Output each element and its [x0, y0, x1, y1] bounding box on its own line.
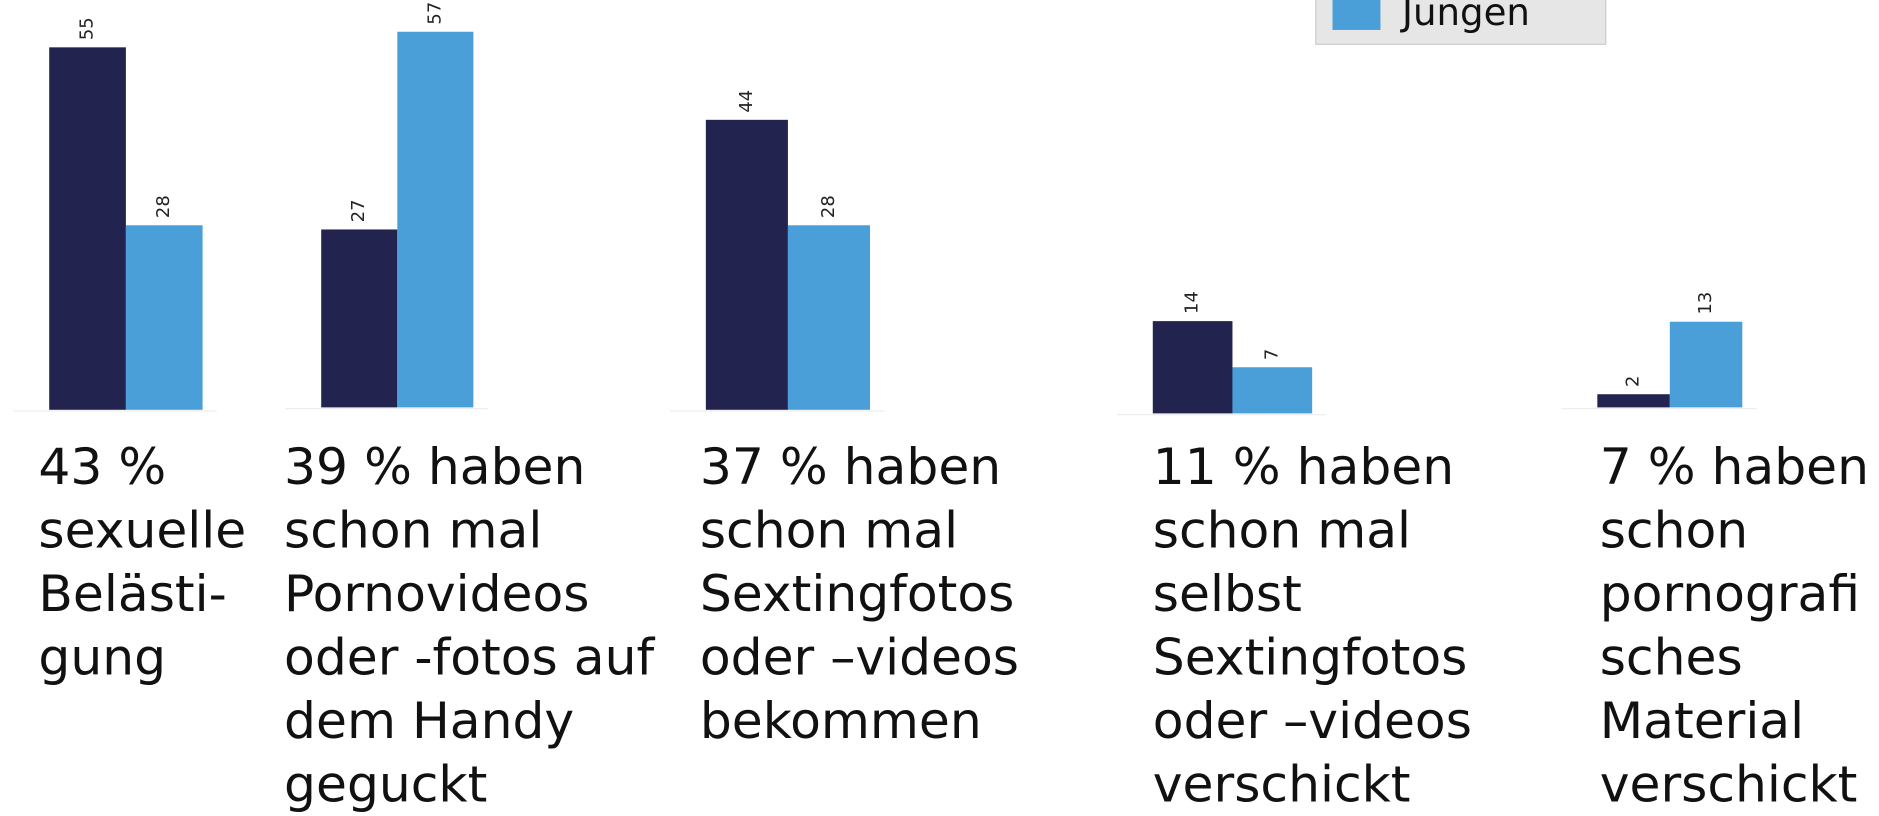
bar — [321, 229, 397, 407]
value-label: 28 — [818, 195, 839, 218]
chart: Jungen 552843 %sexuelleBelästi-gung27573… — [0, 0, 1879, 816]
caption-line: 39 % haben — [284, 437, 585, 496]
legend-label: Jungen — [1400, 0, 1530, 34]
value-label: 14 — [1182, 291, 1203, 314]
legend-swatch — [1333, 0, 1381, 30]
caption-line: 37 % haben — [700, 437, 1001, 496]
legend: Jungen — [1316, 0, 1606, 44]
bar — [1153, 321, 1233, 413]
bar — [1597, 394, 1669, 407]
bar — [49, 47, 126, 409]
caption-line: oder –videos — [1153, 691, 1472, 750]
value-label: 27 — [348, 199, 369, 222]
caption-line: schon mal — [700, 501, 958, 560]
caption-line: schon mal — [1153, 501, 1411, 560]
caption-line: Pornovideos — [284, 564, 589, 623]
value-label: 13 — [1695, 292, 1716, 315]
caption-line: verschickt — [1153, 755, 1411, 814]
caption-line: Material — [1600, 691, 1804, 750]
caption-line: dem Handy — [284, 691, 574, 750]
caption-line: sches — [1600, 628, 1743, 687]
caption-line: 7 % haben — [1600, 437, 1869, 496]
page: {"legend": {"label": "Jungen", "color": … — [0, 0, 1879, 816]
caption-line: oder -fotos auf — [284, 628, 655, 687]
caption-line: schon — [1600, 501, 1748, 560]
value-label: 2 — [1623, 376, 1644, 387]
caption-line: Sextingfotos — [700, 564, 1015, 623]
caption-line: Belästi- — [38, 564, 226, 623]
caption-line: geguckt — [284, 755, 487, 814]
value-label: 57 — [424, 2, 445, 25]
caption-line: schon mal — [284, 501, 542, 560]
caption-line: oder –videos — [700, 628, 1019, 687]
bar — [706, 120, 788, 410]
bar — [1232, 367, 1312, 413]
value-label: 7 — [1261, 349, 1282, 360]
caption-line: bekommen — [700, 691, 982, 750]
caption-line: pornografi — [1600, 564, 1860, 623]
bar — [126, 225, 203, 410]
caption-line: 43 % — [38, 437, 166, 496]
value-label: 44 — [736, 90, 757, 113]
bar — [397, 32, 473, 408]
caption-line: sexuelle — [38, 501, 246, 560]
caption-line: selbst — [1153, 564, 1302, 623]
caption-line: Sextingfotos — [1153, 628, 1468, 687]
caption-line: gung — [38, 628, 166, 687]
value-label: 28 — [153, 195, 174, 218]
caption-line: verschickt — [1600, 755, 1858, 814]
caption-line: 11 % haben — [1153, 437, 1454, 496]
bar — [788, 225, 870, 410]
value-label: 55 — [77, 17, 98, 40]
bar — [1670, 322, 1742, 408]
